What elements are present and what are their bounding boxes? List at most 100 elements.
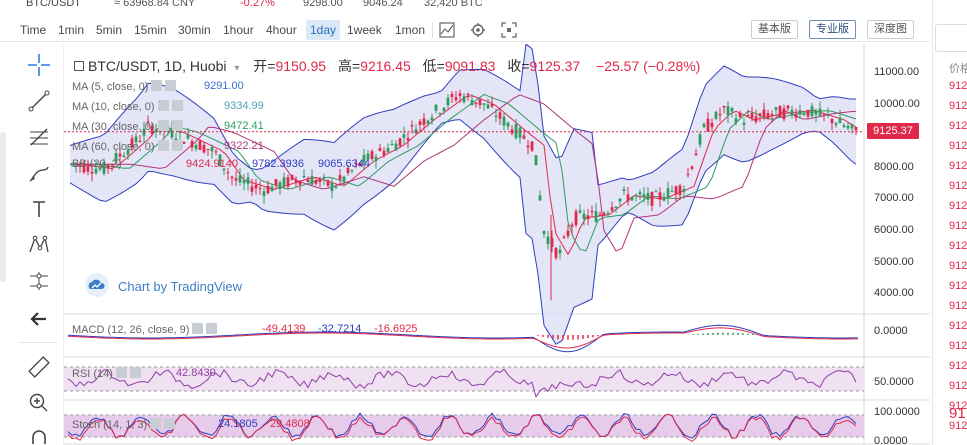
- ma5-legend[interactable]: MA (5, close, 0): [72, 80, 177, 93]
- pattern-tool-icon[interactable]: [24, 232, 54, 258]
- ruler-icon[interactable]: [24, 354, 54, 380]
- basic-version-button[interactable]: 基本版: [751, 20, 798, 39]
- ticker-high: 9298.00: [303, 0, 343, 9]
- ma30-settings-icon[interactable]: [157, 120, 169, 131]
- candle-body: [254, 184, 258, 189]
- candle-body: [70, 163, 74, 165]
- candle-body: [746, 115, 750, 117]
- candle-body: [438, 113, 442, 115]
- rsi-close-icon[interactable]: [129, 367, 141, 378]
- zoom-in-icon[interactable]: [24, 390, 54, 416]
- sidebar-scrollbar[interactable]: [0, 132, 6, 282]
- candle-body: [114, 153, 118, 163]
- rsi-settings-icon[interactable]: [115, 367, 127, 378]
- order-book-price: 912: [949, 420, 967, 432]
- price-chart[interactable]: [64, 43, 930, 445]
- chart-area[interactable]: BTC/USDT, 1D, Huobi ▾ 开=9150.95 高=9216.4…: [64, 43, 930, 445]
- timeframe-4hour[interactable]: 4hour: [266, 23, 297, 37]
- back-arrow-icon[interactable]: [24, 306, 54, 332]
- macd-label: MACD (12, 26, close, 9): [72, 324, 190, 336]
- brush-icon[interactable]: [24, 160, 54, 186]
- ma60-legend[interactable]: MA (60, close, 0): [72, 140, 183, 153]
- candle-body: [638, 192, 642, 195]
- tradingview-watermark[interactable]: Chart by TradingView: [84, 272, 242, 301]
- rsi-legend[interactable]: RSI (14): [72, 367, 141, 380]
- timeframe-15min[interactable]: 15min: [134, 23, 167, 37]
- timeframe-1week[interactable]: 1week: [347, 23, 382, 37]
- stoch-legend[interactable]: Stoch (14, 1, 3): [72, 418, 176, 431]
- bb-legend[interactable]: BB (20, 2): [72, 158, 122, 170]
- stoch-d-line: [67, 413, 857, 443]
- stoch-settings-icon[interactable]: [150, 418, 162, 429]
- ma10-legend[interactable]: MA (10, close, 0): [72, 100, 183, 113]
- chart-type-icon[interactable]: [436, 20, 458, 40]
- macd-settings-icon[interactable]: [192, 323, 204, 334]
- candle-body: [802, 113, 806, 115]
- trend-line-icon[interactable]: [24, 88, 54, 114]
- legend-change: −25.57 (−0.28%): [596, 58, 701, 74]
- ticker-pair: BTC/USDT: [26, 0, 81, 9]
- ma60-settings-icon[interactable]: [157, 140, 169, 151]
- candle-body: [190, 141, 194, 148]
- crosshair-icon[interactable]: [24, 52, 54, 78]
- ma5-close-icon[interactable]: [165, 80, 177, 91]
- candle-body: [766, 113, 770, 119]
- candle-body: [774, 107, 778, 110]
- timeframe-1hour[interactable]: 1hour: [223, 23, 254, 37]
- candle-body: [374, 156, 378, 162]
- candle-body: [174, 138, 178, 141]
- candle-body: [822, 113, 826, 115]
- candle-body: [250, 186, 254, 192]
- legend-low-label: 低=: [422, 58, 445, 74]
- timeframe-5min[interactable]: 5min: [96, 23, 123, 37]
- candle-body: [722, 106, 726, 108]
- ma60-close-icon[interactable]: [171, 140, 183, 151]
- stoch-close-icon[interactable]: [164, 418, 176, 429]
- candle-body: [486, 104, 490, 109]
- candle-body: [458, 93, 462, 96]
- macd-legend[interactable]: MACD (12, 26, close, 9): [72, 323, 218, 336]
- legend-symbol: BTC/USDT, 1D, Huobi: [88, 58, 227, 74]
- candle-body: [126, 149, 130, 155]
- measure-tool-icon[interactable]: [24, 268, 54, 294]
- candle-body: [754, 116, 758, 122]
- order-book-price: 912: [949, 80, 967, 92]
- candle-body: [134, 136, 138, 143]
- pro-version-button[interactable]: 专业版: [809, 20, 856, 39]
- ma30-legend[interactable]: MA (30, close, 0): [72, 120, 183, 133]
- candle-body: [226, 172, 230, 174]
- depth-chart-button[interactable]: 深度图: [867, 20, 914, 39]
- ma10-close-icon[interactable]: [171, 100, 183, 111]
- timeframe-time[interactable]: Time: [20, 23, 47, 37]
- bb-basis-value: 9424.9140: [186, 158, 238, 170]
- price-tick: 11000.00: [874, 66, 920, 78]
- legend-dropdown-icon[interactable]: ▾: [234, 63, 240, 74]
- magnet-icon[interactable]: [24, 426, 54, 445]
- text-tool-icon[interactable]: [24, 196, 54, 222]
- candle-body: [674, 186, 678, 195]
- candle-body: [742, 122, 746, 125]
- candle-body: [526, 145, 530, 148]
- ma30-close-icon[interactable]: [171, 120, 183, 131]
- timeframe-1mon[interactable]: 1mon: [395, 23, 426, 37]
- ma10-settings-icon[interactable]: [157, 100, 169, 111]
- fullscreen-icon[interactable]: [498, 20, 520, 40]
- ma5-settings-icon[interactable]: [151, 80, 163, 91]
- macd-signal-value: -16.6925: [374, 323, 418, 335]
- bb-upper-value: 9782.3936: [252, 158, 304, 170]
- candle-body: [338, 175, 342, 180]
- timeframe-30min[interactable]: 30min: [178, 23, 211, 37]
- macd-close-icon[interactable]: [206, 323, 218, 334]
- candle-body: [806, 109, 810, 117]
- candle-body: [74, 164, 78, 166]
- candle-body: [682, 189, 686, 192]
- candle-body: [198, 140, 202, 151]
- ma30-value: 9472.41: [224, 120, 264, 132]
- settings-icon[interactable]: [467, 20, 489, 40]
- timeframe-1min[interactable]: 1min: [58, 23, 85, 37]
- candle-body: [462, 96, 466, 102]
- candle-body: [702, 124, 706, 128]
- order-book-tab[interactable]: [935, 24, 967, 52]
- fib-tool-icon[interactable]: [24, 124, 54, 150]
- timeframe-1day[interactable]: 1day: [306, 20, 341, 40]
